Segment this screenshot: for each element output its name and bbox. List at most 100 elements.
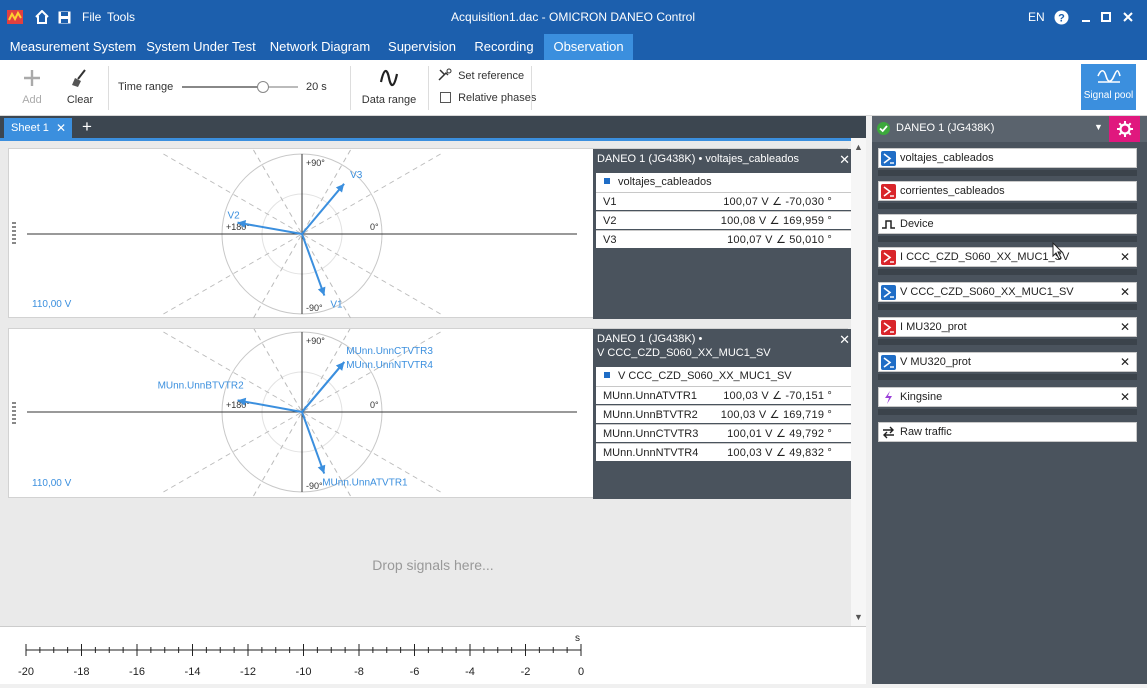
time-range-slider[interactable] bbox=[182, 80, 298, 94]
scroll-down-icon[interactable]: ▼ bbox=[854, 612, 863, 622]
value-row: MUnn.UnnATVTR1 100,03 V ∠ -70,151 ° bbox=[596, 386, 852, 404]
axis-tick-bottom: -90° bbox=[306, 303, 323, 313]
pulse-icon bbox=[881, 217, 896, 232]
device-name: DANEO 1 (JG438K) bbox=[896, 122, 995, 134]
signal-info-panel: DANEO 1 (JG438K) • voltajes_cableados ✕ … bbox=[593, 149, 856, 319]
chevron-down-icon[interactable]: ▼ bbox=[1094, 122, 1103, 132]
current-signal-icon bbox=[881, 320, 896, 335]
signal-item-label: V CCC_CZD_S060_XX_MUC1_SV bbox=[900, 286, 1074, 298]
signal-item[interactable]: Kingsine ✕ bbox=[878, 387, 1137, 407]
save-icon[interactable] bbox=[57, 8, 71, 26]
settings-gear-button[interactable] bbox=[1109, 116, 1140, 142]
phasor-vector bbox=[301, 361, 345, 413]
menu-tools[interactable]: Tools bbox=[107, 10, 136, 24]
tab-measurement-system[interactable]: Measurement System bbox=[9, 39, 137, 54]
signal-separator bbox=[878, 374, 1137, 380]
add-label: Add bbox=[22, 94, 42, 106]
data-range-button[interactable]: Data range bbox=[360, 66, 418, 110]
signal-item[interactable]: V MU320_prot ✕ bbox=[878, 352, 1137, 372]
device-header[interactable]: DANEO 1 (JG438K) ▼ bbox=[872, 116, 1147, 142]
app-logo-icon bbox=[6, 8, 24, 26]
close-panel-icon[interactable]: ✕ bbox=[839, 152, 850, 167]
menu-file[interactable]: File bbox=[82, 10, 102, 24]
close-window-icon[interactable] bbox=[1122, 8, 1134, 26]
tab-system-under-test[interactable]: System Under Test bbox=[146, 39, 256, 54]
tab-supervision[interactable]: Supervision bbox=[388, 39, 456, 54]
signal-item[interactable]: Device bbox=[878, 214, 1137, 234]
signal-group-label: voltajes_cableados bbox=[618, 176, 712, 188]
drag-handle[interactable] bbox=[12, 402, 16, 424]
phasor-label: V2 bbox=[227, 211, 240, 222]
time-tick-label: -20 bbox=[18, 666, 34, 678]
time-tick-label: -12 bbox=[240, 666, 256, 678]
close-icon[interactable]: ✕ bbox=[1119, 355, 1130, 369]
help-icon[interactable]: ? bbox=[1053, 8, 1069, 26]
close-icon[interactable]: ✕ bbox=[1119, 320, 1130, 334]
signal-item[interactable]: I MU320_prot ✕ bbox=[878, 317, 1137, 337]
signal-pool-icon bbox=[1096, 69, 1121, 83]
close-icon[interactable]: ✕ bbox=[1119, 250, 1130, 264]
minimize-icon[interactable] bbox=[1080, 8, 1092, 26]
scroll-up-icon[interactable]: ▲ bbox=[854, 142, 863, 152]
value-row: MUnn.UnnCTVTR3 100,01 V ∠ 49,792 ° bbox=[596, 424, 852, 442]
home-icon[interactable] bbox=[34, 8, 50, 26]
time-tick-label: -14 bbox=[185, 666, 201, 678]
time-tick-label: -18 bbox=[74, 666, 90, 678]
signal-item[interactable]: voltajes_cableados bbox=[878, 148, 1137, 168]
set-reference-button[interactable]: Set reference bbox=[438, 68, 524, 84]
signal-pool-button[interactable]: Signal pool bbox=[1081, 64, 1136, 110]
signal-item-label: I CCC_CZD_S060_XX_MUC1_SV bbox=[900, 251, 1070, 263]
phasor-vector bbox=[301, 233, 326, 296]
close-sheet-icon[interactable]: ✕ bbox=[55, 121, 66, 135]
phasor-label: MUnn.UnnATVTR1 bbox=[322, 478, 408, 489]
phasor-arrowhead bbox=[237, 220, 247, 228]
value-row: V3 100,07 V ∠ 50,010 ° bbox=[596, 230, 852, 248]
vertical-scrollbar[interactable]: ▲ ▼ bbox=[851, 138, 866, 626]
info-header: DANEO 1 (JG438K) • voltajes_cableados bbox=[597, 153, 799, 165]
info-header: DANEO 1 (JG438K) • V CCC_CZD_S060_XX_MUC… bbox=[597, 333, 771, 359]
axis-tick-right: 0° bbox=[370, 222, 379, 232]
ribbon-divider bbox=[428, 66, 429, 110]
checkbox-box[interactable] bbox=[440, 92, 451, 103]
signal-group-label: V CCC_CZD_S060_XX_MUC1_SV bbox=[618, 370, 792, 382]
tab-sheet-1[interactable]: Sheet 1 ✕ bbox=[4, 118, 72, 138]
signal-separator bbox=[878, 269, 1137, 275]
mouse-cursor-icon bbox=[1052, 241, 1064, 263]
voltage-signal-icon bbox=[881, 285, 896, 300]
language-selector[interactable]: EN bbox=[1028, 10, 1045, 24]
slider-thumb[interactable] bbox=[257, 81, 270, 93]
time-tick-label: -2 bbox=[521, 666, 531, 678]
drag-handle[interactable] bbox=[12, 222, 16, 244]
signal-item[interactable]: corrientes_cableados bbox=[878, 181, 1137, 201]
maximize-icon[interactable] bbox=[1100, 8, 1112, 26]
signal-separator bbox=[878, 170, 1137, 176]
tab-recording[interactable]: Recording bbox=[474, 39, 534, 54]
tab-network-diagram[interactable]: Network Diagram bbox=[269, 39, 371, 54]
axis-tick-right: 0° bbox=[370, 400, 379, 410]
phasor-arrowhead bbox=[317, 286, 326, 296]
drop-zone-hint[interactable]: Drop signals here... bbox=[372, 557, 494, 573]
value-row: MUnn.UnnBTVTR2 100,03 V ∠ 169,719 ° bbox=[596, 405, 852, 423]
add-button[interactable]: Add bbox=[14, 66, 50, 110]
signal-item[interactable]: Raw traffic bbox=[878, 422, 1137, 442]
tab-observation[interactable]: Observation bbox=[544, 34, 633, 60]
signal-item[interactable]: I CCC_CZD_S060_XX_MUC1_SV ✕ bbox=[878, 247, 1137, 267]
value-row: V2 100,08 V ∠ 169,959 ° bbox=[596, 211, 852, 229]
close-icon[interactable]: ✕ bbox=[1119, 285, 1130, 299]
clear-button[interactable]: Clear bbox=[62, 66, 98, 110]
time-tick-label: -10 bbox=[296, 666, 312, 678]
blue-square-icon bbox=[604, 372, 610, 378]
close-panel-icon[interactable]: ✕ bbox=[839, 332, 850, 347]
ribbon-toolbar: Add Clear Time range 20 s Data range Set… bbox=[0, 60, 1147, 116]
close-icon[interactable]: ✕ bbox=[1119, 390, 1130, 404]
traffic-icon bbox=[881, 425, 896, 440]
slider-fill bbox=[182, 86, 264, 88]
axis-tick-left: +180° bbox=[226, 222, 250, 232]
set-reference-icon bbox=[438, 68, 452, 81]
window-title: Acquisition1.dac - OMICRON DANEO Control bbox=[450, 10, 696, 24]
add-sheet-icon[interactable]: + bbox=[82, 117, 92, 136]
relative-phases-checkbox[interactable]: Relative phases bbox=[440, 92, 536, 108]
signal-item-label: Raw traffic bbox=[900, 426, 952, 438]
channel-value: 100,07 V ∠ 50,010 ° bbox=[727, 234, 832, 246]
signal-item[interactable]: V CCC_CZD_S060_XX_MUC1_SV ✕ bbox=[878, 282, 1137, 302]
